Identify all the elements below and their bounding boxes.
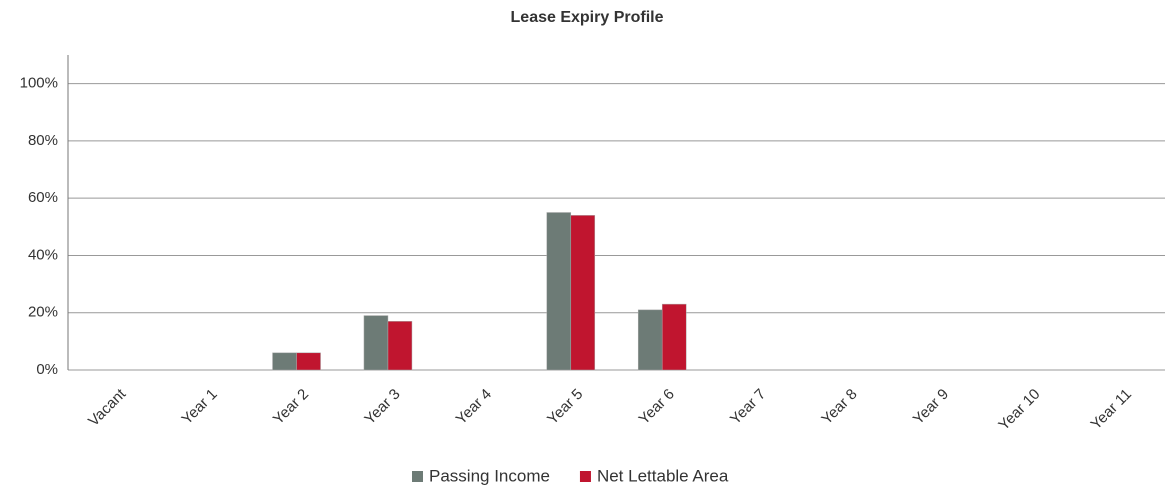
bar <box>546 212 572 371</box>
x-tick-label: Year 5 <box>544 386 586 428</box>
legend-swatch <box>412 471 423 482</box>
y-tick-label: 20% <box>28 304 58 321</box>
x-tick-label: Year 9 <box>910 386 952 428</box>
x-tick-label: Year 8 <box>818 386 860 428</box>
x-tick-label: Year 1 <box>178 386 220 428</box>
x-tick-label: Year 6 <box>636 386 678 428</box>
bar <box>570 215 596 371</box>
chart-title: Lease Expiry Profile <box>511 9 664 26</box>
bar <box>661 303 687 371</box>
legend-swatch <box>579 471 591 482</box>
y-tick-label: 80% <box>28 132 58 149</box>
bar <box>272 352 297 371</box>
legend-label: Passing Income <box>429 466 550 485</box>
legend-label: Net Lettable Area <box>597 466 729 485</box>
bar <box>637 309 663 371</box>
y-tick-label: 100% <box>20 75 58 92</box>
bar <box>387 321 413 371</box>
y-tick-label: 40% <box>28 246 58 263</box>
x-tick-label: Vacant <box>85 385 130 430</box>
x-tick-label: Year 2 <box>270 386 312 428</box>
x-tick-label: Year 11 <box>1088 386 1135 433</box>
x-tick-label: Year 10 <box>995 386 1043 434</box>
y-tick-label: 0% <box>36 361 58 378</box>
x-tick-label: Year 3 <box>361 386 403 428</box>
bar <box>296 352 321 371</box>
y-tick-label: 60% <box>28 189 58 206</box>
x-tick-label: Year 7 <box>727 386 769 428</box>
bar <box>363 315 389 371</box>
x-tick-label: Year 4 <box>453 386 495 428</box>
